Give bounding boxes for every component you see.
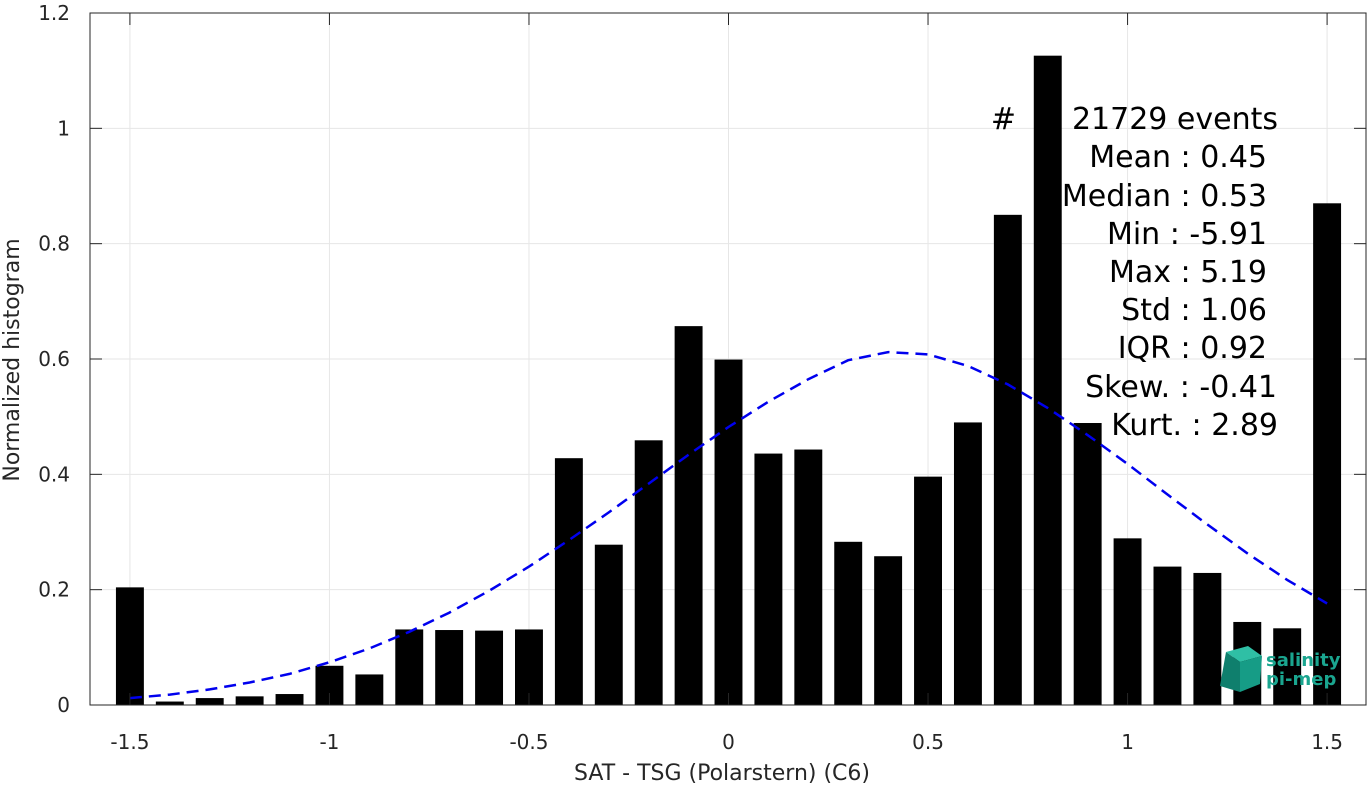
- histogram-bar: [155, 701, 184, 705]
- stat-count-value: 21729 events: [1072, 102, 1278, 137]
- histogram-bar: [435, 630, 464, 705]
- stats-annotation: # 21729 events Mean : 0.45 Median : 0.53…: [991, 102, 1278, 443]
- x-tick-label: -1.5: [110, 730, 149, 754]
- y-axis-label: Normalized histogram: [0, 238, 25, 481]
- histogram-bar: [1273, 628, 1302, 705]
- y-tick-labels: 0 0.2 0.4 0.6 0.8 1 1.2: [38, 1, 70, 717]
- x-tick-label: -1: [319, 730, 339, 754]
- stat-skew: Skew. : -0.41: [1085, 370, 1277, 405]
- histogram-bar: [714, 359, 743, 705]
- x-tick-label: 0.5: [912, 730, 944, 754]
- x-axis-label: SAT - TSG (Polarstern) (C6): [574, 761, 870, 785]
- x-tick-label: 1.5: [1311, 730, 1343, 754]
- salinity-pimep-logo: salinity pi-mep: [1220, 646, 1341, 692]
- histogram-bar: [395, 629, 424, 705]
- histogram-bar: [794, 449, 823, 705]
- y-tick-label: 0.2: [38, 578, 70, 602]
- logo-line1: salinity: [1266, 650, 1341, 671]
- histogram-bar: [1033, 55, 1062, 705]
- axes-box: [89, 12, 1367, 706]
- histogram-bar: [1073, 423, 1102, 705]
- stat-median: Median : 0.53: [1062, 179, 1267, 214]
- histogram-bar: [953, 422, 982, 705]
- histogram-bar: [674, 326, 703, 705]
- histogram-bar: [754, 453, 783, 705]
- y-tick-label: 0.8: [38, 232, 70, 256]
- stat-iqr: IQR : 0.92: [1118, 331, 1267, 366]
- histogram-bar: [275, 694, 304, 705]
- histogram-bar: [874, 556, 903, 705]
- y-tick-label: 0.6: [38, 347, 70, 371]
- histogram-bars: [115, 55, 1342, 706]
- histogram-bar: [1153, 566, 1182, 705]
- x-tick-labels: -1.5 -1 -0.5 0 0.5 1 1.5: [110, 730, 1343, 754]
- logo-line2: pi-mep: [1266, 669, 1336, 690]
- x-tick-label: 1: [1121, 730, 1134, 754]
- histogram-bar: [235, 696, 264, 705]
- histogram-bar: [634, 440, 663, 705]
- y-tick-label: 1: [57, 116, 70, 140]
- stat-min: Min : -5.91: [1107, 217, 1267, 252]
- histogram-bar: [1193, 572, 1222, 705]
- stat-mean: Mean : 0.45: [1089, 140, 1267, 175]
- histogram-bar: [475, 630, 504, 705]
- histogram-bar: [914, 476, 942, 705]
- histogram-bar: [115, 587, 144, 705]
- histogram-bar: [1113, 538, 1142, 705]
- stat-count-label: #: [991, 102, 1016, 137]
- x-tick-label: -0.5: [509, 730, 548, 754]
- stat-std: Std : 1.06: [1121, 293, 1267, 328]
- histogram-bar: [554, 458, 583, 705]
- y-tick-label: 0.4: [38, 462, 70, 486]
- y-tick-label: 0: [57, 693, 70, 717]
- gaussian-fit-line: [129, 350, 1328, 700]
- histogram-bar: [993, 214, 1022, 706]
- histogram-bar: [195, 698, 224, 705]
- histogram-bar: [834, 541, 863, 705]
- stat-max: Max : 5.19: [1109, 255, 1267, 290]
- histogram-bar: [594, 544, 623, 705]
- histogram-bar: [1313, 203, 1342, 706]
- x-tick-label: 0: [722, 730, 735, 754]
- stat-kurt: Kurt. : 2.89: [1111, 408, 1278, 443]
- histogram-bar: [355, 674, 384, 705]
- y-tick-label: 1.2: [38, 1, 70, 25]
- salinity-cube-icon: [1220, 646, 1262, 692]
- histogram-bar: [515, 629, 543, 705]
